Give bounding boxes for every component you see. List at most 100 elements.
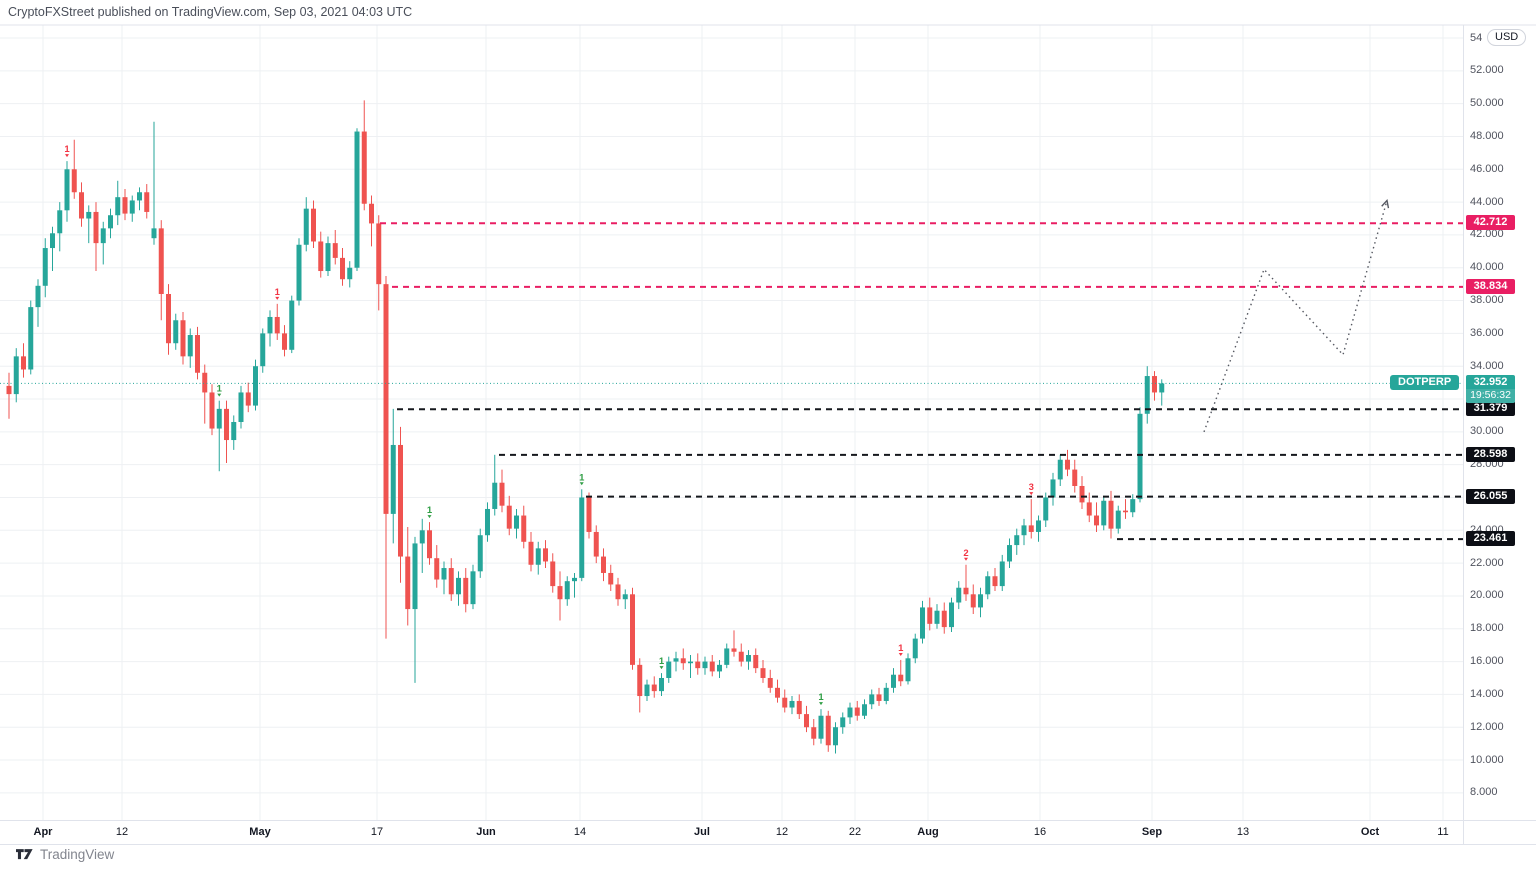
candle (811, 719, 817, 746)
candle (956, 581, 962, 610)
candle (854, 700, 860, 721)
price-tick-label: 10.000 (1470, 753, 1504, 766)
candle (941, 602, 947, 634)
candle (804, 705, 809, 733)
candle (64, 161, 70, 222)
candle (332, 229, 338, 265)
candle (180, 312, 186, 365)
candle (970, 584, 976, 614)
candle (651, 676, 657, 698)
price-level-label: 42.712 (1466, 215, 1515, 231)
candle (775, 679, 780, 703)
price-tick-label: 30.000 (1470, 425, 1504, 438)
projection-arrowhead (1381, 198, 1390, 209)
candle (492, 454, 498, 516)
time-tick-label: 13 (1236, 826, 1250, 838)
candle (506, 495, 512, 536)
candle (28, 300, 34, 375)
candle (579, 489, 585, 582)
trade-marker: 3 (1029, 482, 1034, 496)
attribution-text: CryptoFXStreet published on TradingView.… (8, 5, 413, 19)
candle (93, 202, 99, 272)
trade-marker: 1 (659, 656, 665, 670)
svg-text:1: 1 (579, 472, 585, 483)
candle (456, 571, 461, 606)
price-tick-label: 12.000 (1470, 720, 1504, 733)
candle (427, 522, 432, 565)
candle (499, 469, 505, 513)
candle (557, 571, 563, 621)
candle (615, 577, 621, 606)
trade-marker: 1 (275, 287, 281, 300)
candle (1101, 495, 1107, 531)
candle (1123, 499, 1128, 519)
candle (673, 651, 679, 672)
candle (731, 630, 737, 657)
candle (71, 139, 77, 199)
time-tick-label: 12 (115, 826, 129, 838)
candle (434, 545, 440, 588)
candle (1108, 490, 1114, 539)
candle (158, 220, 164, 321)
candle (195, 326, 200, 380)
candle (42, 238, 48, 298)
candle (57, 202, 63, 252)
candle (709, 655, 715, 677)
candle (593, 525, 599, 564)
candle (419, 518, 425, 573)
candle (231, 415, 237, 450)
candle (441, 561, 447, 595)
candle (1007, 538, 1012, 569)
time-tick-label: Oct (1360, 826, 1380, 838)
candle (767, 669, 773, 693)
candle (724, 643, 730, 669)
candle (311, 200, 316, 249)
candle (543, 540, 548, 569)
svg-text:1: 1 (427, 505, 433, 516)
candle (282, 325, 287, 357)
svg-text:1: 1 (275, 287, 281, 298)
candle (463, 568, 469, 613)
candle (949, 597, 954, 633)
candle (144, 184, 150, 219)
candle (470, 564, 476, 610)
candle (912, 633, 918, 664)
candle (245, 382, 251, 413)
price-tick-label: 16.000 (1470, 655, 1504, 668)
candle (840, 712, 846, 734)
candle (86, 205, 92, 244)
time-tick-label: Aug (917, 826, 939, 838)
candle (666, 656, 672, 683)
candle (789, 696, 795, 715)
candle (1115, 505, 1121, 534)
tradingview-logo-text[interactable]: TradingView (40, 847, 115, 862)
candle (260, 328, 266, 373)
candle (753, 648, 759, 674)
candle (688, 655, 693, 678)
footer: TradingView (16, 847, 114, 862)
tradingview-logo-icon[interactable] (16, 847, 33, 862)
candle (927, 597, 933, 631)
projection-path[interactable] (1203, 200, 1388, 433)
candle (216, 400, 222, 472)
candle (100, 221, 106, 265)
svg-text:1: 1 (217, 384, 223, 395)
candle (1043, 492, 1049, 528)
candle (782, 689, 788, 713)
candle (347, 261, 353, 288)
currency-button[interactable]: USD (1487, 29, 1527, 46)
candle (586, 492, 592, 539)
candle (1144, 366, 1150, 424)
trade-marker: 1 (579, 472, 585, 486)
candle (862, 699, 867, 720)
svg-text:3: 3 (1029, 482, 1034, 493)
candle (318, 231, 324, 278)
candle (535, 541, 541, 575)
candle (1036, 515, 1041, 542)
candle (644, 679, 650, 701)
candle (978, 587, 983, 618)
candle (289, 295, 295, 354)
trade-marker: 1 (427, 505, 433, 519)
candle (521, 505, 527, 549)
